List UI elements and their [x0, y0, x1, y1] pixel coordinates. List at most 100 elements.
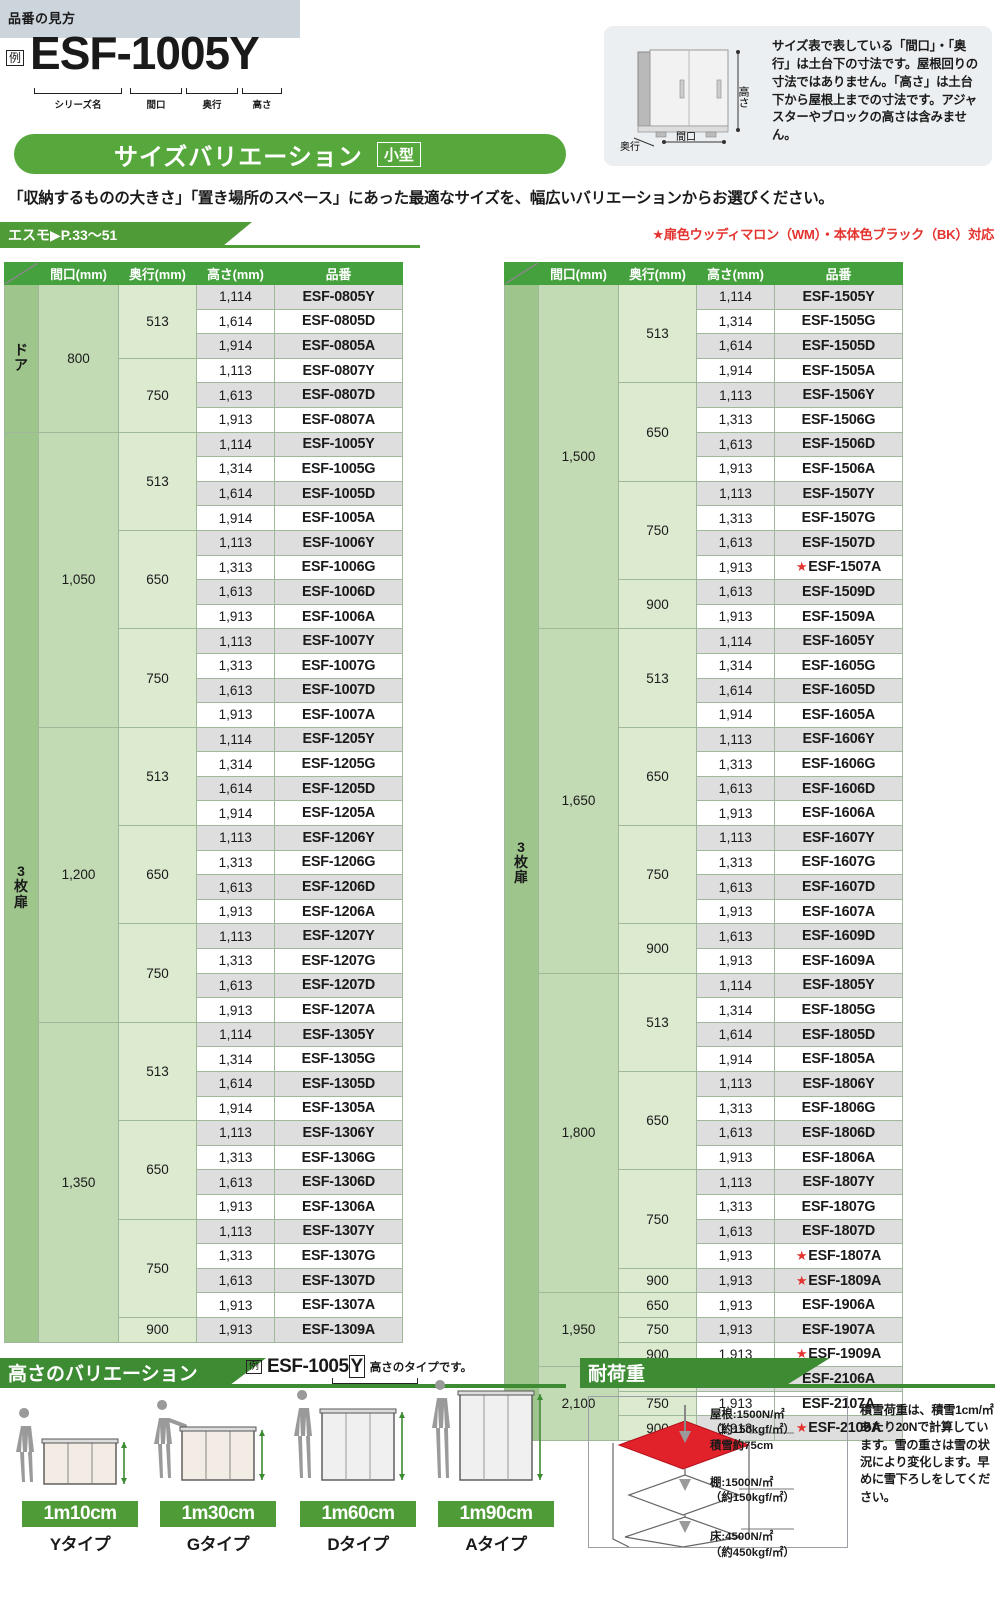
model-cell: ESF-1506Y [774, 382, 903, 408]
model-cell: ESF-1305A [274, 1095, 403, 1122]
height-cell: 1,613 [696, 775, 775, 802]
table-row: 1,914 ESF-0805A [5, 333, 403, 359]
height-cell: 1,113 [696, 480, 775, 507]
header-height: 高さ(mm) [696, 262, 775, 285]
height-cell: 1,114 [196, 284, 275, 310]
depth-cell: 513 [618, 972, 697, 1073]
model-cell: ESF-1205A [274, 800, 403, 827]
model-cell: ESF-1006Y [274, 529, 403, 556]
height-cell: 1,913 [696, 456, 775, 482]
model-cell: ESF-1006G [274, 554, 403, 581]
table-row: 1,613 ESF-1507D [505, 529, 903, 556]
model-cell: ESF-1506A [774, 456, 903, 482]
height-cell: 1,113 [196, 825, 275, 851]
depth-cell: 513 [118, 726, 197, 827]
model-cell: ESF-1206A [274, 898, 403, 925]
height-cell: 1,313 [196, 554, 275, 581]
model-cell: ESF-1306D [274, 1169, 403, 1195]
table-row: 1,314 ESF-1605G [505, 652, 903, 679]
table-row: 1,800 513 1,114 ESF-1805Y [505, 972, 903, 1294]
table-row: 1,313 ESF-1807G [505, 1193, 903, 1220]
height-cell: 1,113 [196, 1120, 275, 1146]
depth-cell: 513 [118, 1021, 197, 1122]
model-cell: ESF-1205D [274, 775, 403, 802]
model-cell: ★ESF-1507A [774, 554, 903, 581]
height-cell: 1,113 [196, 357, 275, 384]
height-cell: 1,913 [196, 1316, 275, 1343]
svg-text:高さ: 高さ [737, 85, 750, 108]
table-row: 750 1,113 ESF-1007Y [5, 628, 403, 728]
model-cell: ESF-1907A [774, 1316, 903, 1343]
table-header-row: 間口(mm) 奥行(mm) 高さ(mm) 品番 [4, 262, 403, 285]
person-and-unit-a-icon [432, 1380, 543, 1481]
table-row: 1,313 ESF-1507G [505, 505, 903, 531]
model-cell: ESF-1505A [774, 357, 903, 384]
table-row: 1,914 ESF-1805A [505, 1046, 903, 1072]
model-cell: ESF-1005D [274, 480, 403, 507]
height-cell: 1,614 [196, 1071, 275, 1097]
header-width: 間口(mm) [38, 262, 119, 285]
model-cell: ESF-1309A [274, 1316, 403, 1343]
height-cell: 1,613 [196, 382, 275, 408]
height-cell: 1,313 [696, 1193, 775, 1220]
height-cell: 1,313 [196, 1144, 275, 1171]
corner-cell [504, 262, 539, 285]
depth-cell: 650 [618, 726, 697, 827]
table-row: 1,313 ESF-1806G [505, 1095, 903, 1122]
part-number-brackets: シリーズ名 間口 奥行 高さ [34, 88, 294, 114]
height-cell: 1,113 [196, 923, 275, 950]
height-cell: 1,313 [196, 1243, 275, 1269]
load-roof-line3: 積雪約75cm [710, 1439, 774, 1452]
table-row: 900 1,913 ESF-1309A [5, 1316, 403, 1343]
table-row: 1,913 ★ESF-1807A [505, 1243, 903, 1269]
model-cell: ESF-1605D [774, 677, 903, 704]
table-row: 1,914 ESF-1205A [5, 800, 403, 827]
height-cell: 1,313 [196, 948, 275, 974]
model-cell: ESF-1605Y [774, 628, 903, 654]
code-prefix: ESF-1005 [267, 1356, 349, 1377]
depth-cell: 750 [118, 357, 197, 433]
load-floor-line1: 床:4500N/㎡ [710, 1531, 774, 1544]
model-cell: ESF-1605G [774, 652, 903, 679]
model-cell: ESF-1305Y [274, 1021, 403, 1048]
model-cell: ESF-1006D [274, 579, 403, 605]
width-cell: 1,800 [538, 972, 619, 1294]
height-cell: 1,113 [696, 1071, 775, 1097]
model-cell: ESF-1806Y [774, 1071, 903, 1097]
height-cell: 1,613 [696, 431, 775, 458]
height-cell: 1,313 [196, 849, 275, 876]
height-cell: 1,313 [696, 1095, 775, 1122]
header-depth: 奥行(mm) [618, 262, 697, 285]
table-row: 1,914 ESF-1605A [505, 702, 903, 728]
height-item-g: 1m30cm Gタイプ [148, 1390, 288, 1555]
table-row: 750 1,113 ESF-1207Y [5, 923, 403, 1023]
height-cell: 1,914 [696, 1046, 775, 1072]
table-row: 1,913 ESF-1306A [5, 1193, 403, 1220]
model-cell: ESF-1609D [774, 923, 903, 950]
table-row: 1,613 ESF-1306D [5, 1169, 403, 1195]
model-cell: ESF-0807A [274, 406, 403, 433]
depth-cell: 650 [618, 1070, 697, 1171]
model-cell: ESF-1607G [774, 849, 903, 876]
height-cell: 1,913 [696, 554, 775, 581]
table-row: 1,913 ★ESF-1507A [505, 554, 903, 581]
table-row: 1,913 ESF-1607A [505, 898, 903, 925]
model-cell: ESF-1805G [774, 997, 903, 1023]
table-row: 1,913 ESF-1207A [5, 997, 403, 1023]
height-cell: 1,113 [696, 726, 775, 753]
model-cell: ESF-1606A [774, 800, 903, 827]
table-row: 1,313 ESF-1506G [505, 406, 903, 433]
height-cell: 1,914 [196, 333, 275, 359]
star-icon: ★ [795, 1420, 808, 1436]
star-icon: ★ [795, 1272, 808, 1288]
table-row: 1,613 ESF-1607D [505, 874, 903, 900]
width-cell: 1,200 [38, 726, 119, 1023]
height-cell: 1,913 [696, 948, 775, 974]
table-row: 1,314 ESF-1005G [5, 456, 403, 482]
table-row: 3 枚扉 1,050 513 1,114 ESF-1005Y [4, 431, 403, 1343]
table-row: 1,913 ESF-0807A [5, 406, 403, 433]
height-badge-a: 1m90cm [438, 1501, 554, 1527]
table-body-left: ドア 800 513 1,114 ESF-0805Y 1,614 ESF-0805D 1,91… [4, 284, 403, 1343]
model-cell: ESF-1509A [774, 603, 903, 630]
height-cell: 1,114 [196, 1021, 275, 1048]
